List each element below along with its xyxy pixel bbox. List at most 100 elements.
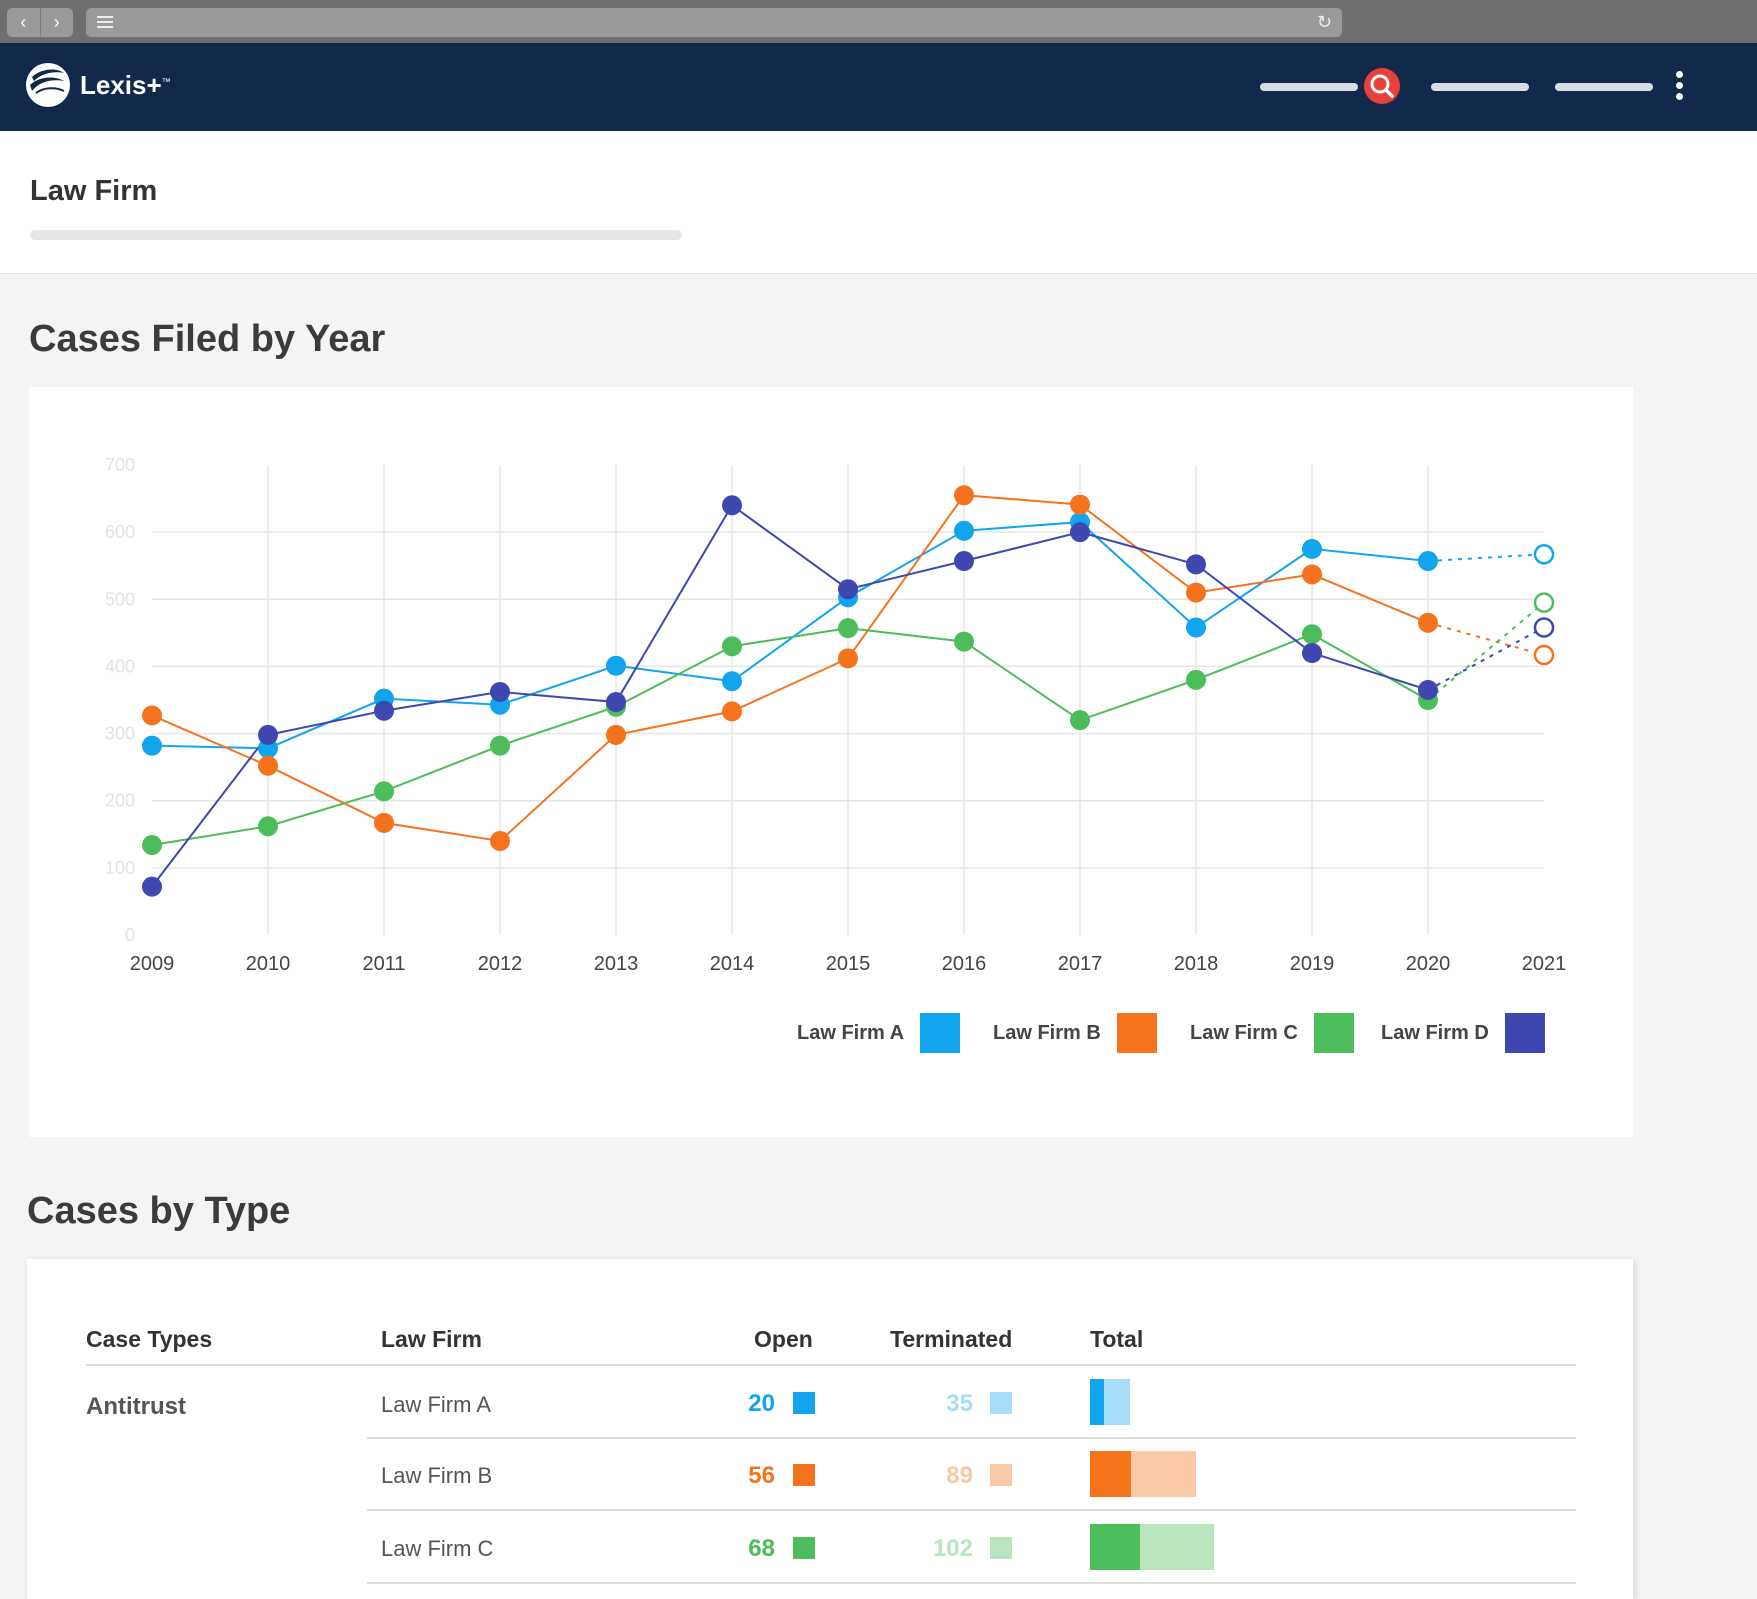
- x-tick-label: 2011: [362, 953, 405, 975]
- col-header-total: Total: [1090, 1326, 1144, 1352]
- x-tick-label: 2012: [478, 953, 523, 975]
- data-point: [1418, 679, 1438, 700]
- data-point: [1070, 494, 1090, 515]
- data-point: [1418, 551, 1438, 572]
- x-tick-label: 2009: [130, 953, 175, 975]
- data-point: [606, 724, 626, 745]
- x-tick-label: 2014: [710, 953, 755, 975]
- col-header-law-firm: Law Firm: [381, 1326, 482, 1352]
- reader-icon[interactable]: [96, 14, 114, 30]
- data-point: [606, 692, 626, 713]
- search-icon[interactable]: [1364, 68, 1400, 104]
- y-tick-label: 400: [105, 656, 135, 676]
- legend-label: Law Firm B: [993, 1021, 1101, 1044]
- terminated-count: 35: [946, 1390, 973, 1417]
- legend-label: Law Firm C: [1190, 1021, 1298, 1044]
- legend-label: Law Firm A: [797, 1021, 905, 1044]
- x-tick-label: 2016: [942, 953, 987, 975]
- data-point: [722, 495, 742, 516]
- y-tick-label: 700: [105, 455, 135, 475]
- projected-point: [1533, 544, 1555, 565]
- series-projection-line: [1427, 553, 1545, 563]
- reload-icon[interactable]: ↻: [1316, 12, 1332, 32]
- data-point: [1418, 612, 1438, 633]
- y-tick-label: 500: [105, 589, 135, 609]
- y-tick-label: 0: [125, 925, 135, 945]
- data-point: [142, 735, 162, 756]
- data-point: [490, 735, 510, 756]
- legend-firm-d: Law Firm D: [1381, 1013, 1545, 1053]
- x-tick-label: 2019: [1290, 953, 1335, 975]
- header-divider: [86, 1364, 1576, 1366]
- series-projection-line: [1427, 621, 1545, 656]
- series-line: [151, 627, 1429, 847]
- nav-link-2[interactable]: [1431, 83, 1529, 91]
- projected-point: [1533, 617, 1555, 638]
- data-point: [838, 579, 858, 600]
- back-icon[interactable]: ‹: [20, 12, 27, 32]
- y-tick-label: 200: [105, 791, 135, 811]
- data-point: [142, 835, 162, 856]
- series-line: [151, 521, 1429, 750]
- legend-label: Law Firm D: [1381, 1021, 1489, 1044]
- total-bar-terminated: [1140, 1524, 1214, 1570]
- y-tick-label: 600: [105, 522, 135, 542]
- data-point: [142, 705, 162, 726]
- row-divider: [367, 1582, 1576, 1584]
- title-placeholder-bar: [30, 230, 682, 240]
- table-section-title: Cases by Type: [27, 1190, 291, 1232]
- data-point: [258, 724, 278, 745]
- open-count: 20: [748, 1390, 775, 1417]
- y-tick-label: 300: [105, 724, 135, 744]
- data-point: [838, 648, 858, 669]
- brand-text: Lexis+: [80, 69, 162, 100]
- nav-link-1[interactable]: [1260, 83, 1358, 91]
- lexis-logo[interactable]: Lexis+™: [24, 61, 171, 109]
- data-point: [722, 701, 742, 722]
- series-line: [151, 494, 1429, 843]
- projected-point: [1533, 644, 1555, 666]
- data-point: [1186, 582, 1206, 603]
- data-point: [722, 636, 742, 657]
- data-point: [954, 520, 974, 541]
- row-divider: [367, 1437, 1576, 1439]
- data-point: [258, 755, 278, 776]
- open-swatch: [793, 1464, 815, 1486]
- trademark: ™: [161, 75, 171, 86]
- legend-swatch: [1313, 1013, 1354, 1053]
- data-point: [1186, 617, 1206, 638]
- nav-link-3[interactable]: [1555, 83, 1653, 91]
- data-point: [258, 816, 278, 837]
- brand-name: Lexis+™: [80, 70, 171, 101]
- open-count: 68: [748, 1535, 775, 1562]
- line-chart: 0 100 200 300 400 500 600 700 2009 2010 2011 2012 20…: [105, 455, 1567, 975]
- data-point: [1302, 538, 1322, 559]
- data-point: [1302, 564, 1322, 585]
- chart-section-title: Cases Filed by Year: [29, 318, 386, 360]
- row-firm-name: Law Firm C: [381, 1536, 494, 1561]
- browser-toolbar: ‹ › ↻: [0, 0, 1757, 43]
- chart-card: [29, 387, 1633, 1137]
- x-tick-label: 2018: [1174, 953, 1219, 975]
- data-point: [1186, 554, 1206, 575]
- nav-buttons: ‹ ›: [7, 8, 73, 37]
- data-point: [954, 631, 974, 652]
- x-tick-label: 2020: [1406, 953, 1451, 975]
- data-point: [1186, 669, 1206, 690]
- legend-firm-c: Law Firm C: [1190, 1013, 1354, 1053]
- x-tick-label: 2021: [1522, 953, 1567, 975]
- data-point: [374, 812, 394, 833]
- legend-firm-a: Law Firm A: [797, 1013, 961, 1053]
- terminated-swatch: [990, 1537, 1012, 1559]
- page-title-panel: Law Firm: [0, 131, 1757, 274]
- total-bar-terminated: [1104, 1379, 1130, 1425]
- data-point: [1070, 522, 1090, 543]
- address-bar[interactable]: ↻: [86, 8, 1342, 37]
- data-point: [838, 618, 858, 639]
- forward-icon[interactable]: ›: [39, 8, 74, 37]
- row-firm-name: Law Firm B: [381, 1463, 493, 1488]
- y-tick-label: 100: [105, 858, 135, 878]
- terminated-count: 89: [946, 1462, 973, 1489]
- more-options-icon[interactable]: [1676, 71, 1684, 101]
- data-point: [722, 671, 742, 692]
